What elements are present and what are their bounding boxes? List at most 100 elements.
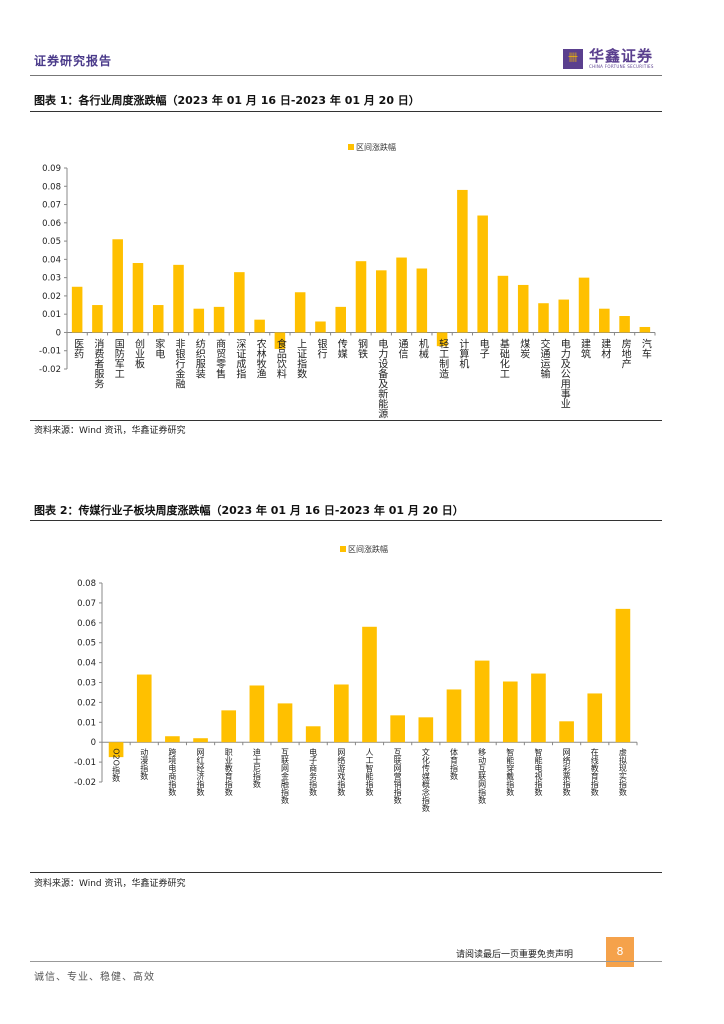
x-category-label: 食品饮料: [274, 337, 286, 379]
bar-移动互联网指数: [474, 660, 490, 743]
bar-非银行金融: [173, 264, 184, 333]
bar-计算机: [457, 189, 468, 333]
page-number: 8: [606, 937, 634, 967]
disclaimer-notice: 请阅读最后一页重要免责声明: [456, 950, 574, 960]
legend-swatch: [348, 144, 354, 150]
bar-钢铁: [355, 261, 367, 333]
x-category-label: 互联网金融指数: [281, 748, 290, 805]
y-tick-label: 0.05: [42, 237, 61, 247]
x-category-label: 商贸零售: [214, 337, 226, 379]
y-tick-label: 0: [56, 328, 61, 338]
x-category-label: 网红经济指数: [196, 748, 205, 797]
brand-logo: 卌 华鑫证券 CHINA FORTUNE SECURITIES: [563, 48, 654, 69]
bar-纺织服装: [193, 308, 205, 333]
figure-2-title: 图表 2：传媒行业子板块周度涨跌幅（2023 年 01 月 16 日-2023 …: [34, 504, 464, 517]
y-tick-label: 0.02: [77, 698, 96, 708]
x-category-label: 人工智能指数: [365, 748, 374, 797]
bar-网络彩票指数: [559, 721, 574, 743]
x-category-label: 深证成指: [234, 338, 246, 379]
bar-职业教育指数: [221, 710, 237, 743]
bar-体育指数: [446, 689, 462, 743]
bar-智能电视指数: [531, 673, 546, 743]
x-category-label: 建筑: [579, 337, 591, 358]
x-category-label: 机械: [416, 337, 428, 359]
x-category-label: O2O指数: [112, 748, 121, 783]
bar-文化传媒概念指数: [418, 717, 434, 743]
x-category-label: 国防军工: [112, 338, 124, 378]
bar-互联网金融指数: [277, 703, 293, 743]
x-category-label: 迪士尼指数: [252, 747, 261, 789]
bar-通信: [396, 257, 407, 333]
bar-电力及公用事业: [558, 299, 570, 333]
x-category-label: 职业教育指数: [224, 748, 233, 797]
footer-motto: 诚信、专业、稳健、高效: [34, 972, 155, 983]
figure-2-divider: [30, 520, 662, 521]
figure-2-source: 资料来源：Wind 资讯，华鑫证券研究: [34, 879, 186, 889]
x-category-label: 创业板: [132, 337, 144, 369]
x-category-label: 非银行金融: [173, 338, 185, 389]
report-header-title: 证券研究报告: [34, 54, 113, 68]
x-category-label: 移动互联网指数: [478, 747, 487, 805]
x-category-label: 虚拟现实指数: [618, 747, 627, 797]
bar-轻工制造: [436, 332, 448, 347]
x-category-label: 体育指数: [449, 747, 458, 781]
y-tick-label: 0.04: [42, 255, 61, 265]
chart-industry-weekly-change: 区间涨跌幅 0.09 0.08 0.07 0.06 0.05 0.04 0.03 0.02 0.0…: [39, 142, 656, 419]
y-tick-label: 0.02: [42, 292, 61, 302]
bar-电子商务指数: [305, 726, 321, 743]
bar-房地产: [619, 316, 630, 333]
bar-农林牧渔: [254, 319, 265, 333]
x-category-label: 计算机: [457, 337, 469, 369]
x-category-label: 轻工制造: [437, 337, 449, 378]
figure-2-bottom-divider: [30, 872, 662, 873]
bar-创业板: [132, 263, 144, 333]
y-tick-label: 0.05: [77, 639, 96, 649]
x-category-label: 家电: [153, 337, 165, 358]
x-category-label: 通信: [396, 338, 408, 359]
x-category-label: 跨境电商指数: [168, 748, 177, 797]
bar-动漫指数: [136, 674, 152, 743]
x-category-label: 医药: [72, 338, 84, 359]
chart-media-subsector-weekly-change: 区间涨跌幅 0.08 0.07 0.06 0.05 0.04 0.03 0.02 0.01 0 -0…: [74, 544, 638, 813]
y-tick-label: 0.09: [42, 164, 61, 174]
x-category-label: 上证指数: [295, 338, 307, 379]
y-tick-label: 0.03: [42, 274, 61, 284]
bar-虚拟现实指数: [615, 608, 631, 743]
bar-深证成指: [234, 272, 245, 333]
bar-互联网营销指数: [390, 715, 405, 743]
bar-网红经济指数: [193, 738, 208, 743]
y-tick-label: 0.01: [77, 718, 96, 728]
x-category-label: 电力设备及新能源: [376, 337, 388, 419]
bar-上证指数: [294, 292, 306, 333]
bar-智能穿戴指数: [502, 681, 518, 743]
bar-电力设备及新能源: [376, 270, 387, 333]
bar-O2O指数: [108, 742, 124, 758]
y-tick-label: 0.08: [42, 182, 61, 192]
x-category-label: 电子商务指数: [309, 747, 318, 797]
x-category-label: 钢铁: [356, 337, 368, 359]
bar-交通运输: [538, 303, 549, 333]
logo-name: 华鑫证券: [589, 47, 654, 65]
y-tick-label: -0.01: [74, 758, 96, 768]
bar-机械: [416, 268, 428, 333]
x-category-label: 交通运输: [538, 337, 550, 379]
bar-电子: [477, 215, 488, 333]
bar-银行: [315, 321, 326, 333]
y-tick-label: 0.08: [77, 579, 96, 589]
bar-汽车: [639, 326, 651, 333]
y-tick-label: 0.04: [77, 659, 96, 669]
x-category-label: 智能穿戴指数: [506, 747, 515, 797]
y-tick-label: 0.03: [77, 679, 96, 689]
x-category-label: 汽车: [639, 337, 651, 359]
x-category-label: 文化传媒概念指数: [421, 747, 430, 813]
footer-divider: [30, 961, 662, 962]
logo-english: CHINA FORTUNE SECURITIES: [589, 64, 654, 69]
y-tick-label: 0.07: [42, 201, 61, 211]
y-tick-label: 0.06: [42, 219, 61, 229]
figure-1-source: 资料来源：Wind 资讯，华鑫证券研究: [34, 426, 186, 436]
figure-1-divider: [30, 111, 662, 112]
bar-传媒: [335, 306, 346, 333]
bar-建材: [599, 308, 610, 333]
bar-在线教育指数: [587, 693, 603, 743]
